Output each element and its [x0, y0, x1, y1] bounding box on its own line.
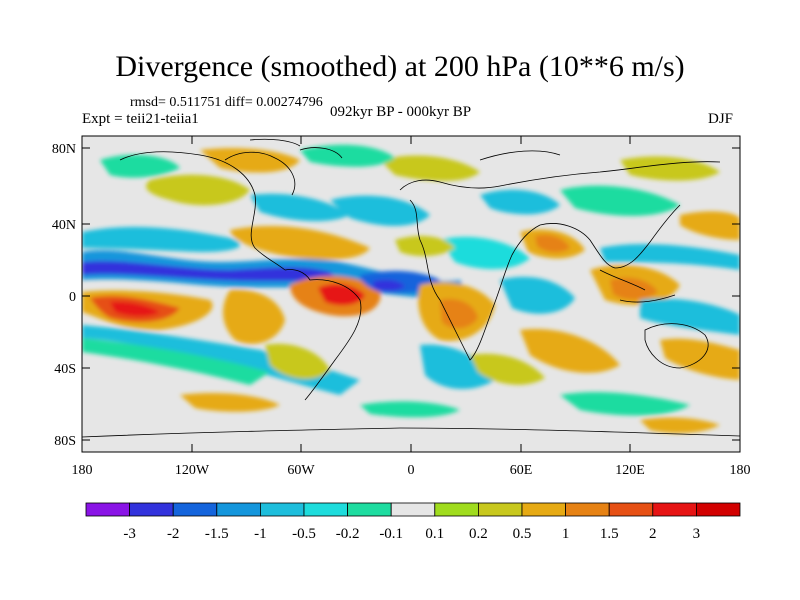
colorbar-swatch: [477, 502, 523, 517]
colorbar-label: -0.2: [336, 526, 360, 542]
lon-tick-label: 0: [408, 463, 415, 478]
experiment-label: Expt = teii21-teiia1: [82, 111, 199, 127]
colorbar-swatch: [216, 502, 261, 517]
divergence-field: [82, 144, 740, 434]
colorbar-label: 2: [649, 526, 657, 542]
colorbar-swatch: [521, 502, 566, 517]
stats-text: rmsd= 0.511751 diff= 0.00274796: [130, 95, 323, 110]
colorbar-swatch: [129, 502, 174, 517]
colorbar-label: -0.1: [379, 526, 403, 542]
colorbar-swatch: [565, 502, 610, 517]
lon-tick-label: 120E: [615, 463, 645, 478]
colorbar-swatch: [608, 502, 654, 517]
lon-tick-label: 60W: [287, 463, 315, 478]
coastlines: [82, 138, 740, 438]
colorbar-swatch: [259, 502, 305, 517]
colorbar-label: -2: [167, 526, 180, 542]
season-label: DJF: [708, 111, 734, 127]
colorbar-swatch: [85, 502, 130, 517]
period-label: 092kyr BP - 000kyr BP: [330, 104, 472, 120]
lon-tick-label: 60E: [510, 463, 533, 478]
lat-tick-label: 80N: [52, 142, 76, 157]
colorbar-label: 0.5: [513, 526, 532, 542]
lat-tick-label: 80S: [54, 434, 76, 449]
lat-tick-label: 40N: [52, 218, 76, 233]
colorbar-label: -1.5: [205, 526, 229, 542]
colorbar-label: -1: [254, 526, 267, 542]
lat-tick-labels: 80N 40N 0 40S 80S: [52, 142, 76, 449]
lat-tick-label: 40S: [54, 362, 76, 377]
colorbar-swatch: [172, 502, 218, 517]
colorbar-label: -3: [123, 526, 136, 542]
colorbar-swatch: [303, 502, 348, 517]
colorbar-swatch: [696, 502, 741, 517]
colorbar-label: -0.5: [292, 526, 316, 542]
colorbar-swatch: [652, 502, 697, 517]
colorbar-label: 0.2: [469, 526, 488, 542]
colorbar-swatch: [390, 502, 436, 517]
lon-tick-labels: 180 120W 60W 0 60E 120E 180: [72, 463, 751, 478]
colorbar-swatch: [434, 502, 479, 517]
colorbar-label: 0.1: [425, 526, 444, 542]
lon-tick-label: 180: [730, 463, 751, 478]
colorbar-label: 1: [562, 526, 570, 542]
axis-ticks: [81, 136, 741, 452]
map-title: Divergence (smoothed) at 200 hPa (10**6 …: [115, 50, 685, 83]
colorbar: -3 -2 -1.5 -1 -0.5 -0.2 -0.1 0.1 0.2 0.5 1 1.5 2 3: [85, 502, 741, 542]
colorbar-label: 3: [693, 526, 701, 542]
colorbar-label: 1.5: [600, 526, 619, 542]
lon-tick-label: 180: [72, 463, 93, 478]
lon-tick-label: 120W: [175, 463, 210, 478]
lat-tick-label: 0: [69, 290, 76, 305]
colorbar-swatch: [347, 502, 392, 517]
